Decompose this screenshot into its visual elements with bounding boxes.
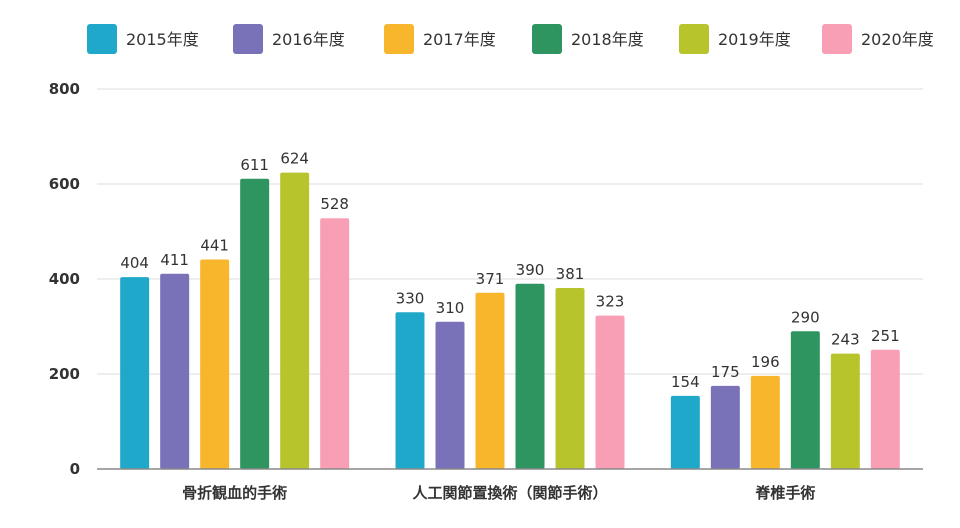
bar-2020年度-0 (320, 218, 350, 469)
value-label-2020年度-0: 528 (320, 195, 349, 213)
bar-2018年度-2 (790, 331, 820, 469)
legend-swatch-2019年度 (679, 24, 709, 54)
category-label-0: 骨折観血的手術 (182, 484, 287, 502)
category-label-2: 脊椎手術 (754, 484, 815, 502)
gridlines (97, 88, 923, 375)
legend-label-2017年度: 2017年度 (423, 30, 496, 49)
bars (120, 172, 900, 469)
value-label-2015年度-1: 330 (396, 289, 425, 307)
bar-2019年度-1 (555, 288, 585, 469)
category-label-1: 人工関節置換術（関節手術） (412, 484, 607, 502)
value-label-2020年度-1: 323 (596, 293, 625, 311)
bar-2015年度-2 (670, 395, 700, 469)
value-label-2018年度-0: 611 (240, 156, 269, 174)
value-label-2019年度-2: 243 (831, 331, 860, 349)
legend-label-2019年度: 2019年度 (718, 30, 791, 49)
bar-2017年度-0 (200, 259, 230, 469)
legend-label-2016年度: 2016年度 (272, 30, 345, 49)
value-label-2017年度-1: 371 (476, 270, 505, 288)
bar-2020年度-2 (870, 349, 900, 469)
y-tick-label-200: 200 (49, 365, 80, 383)
bar-2017年度-1 (475, 292, 505, 469)
bar-2020年度-1 (595, 315, 625, 469)
bar-2015年度-0 (120, 277, 150, 469)
value-label-2019年度-0: 624 (280, 150, 309, 168)
legend-swatch-2017年度 (384, 24, 414, 54)
value-labels: 404 411 441 611 624 528 330 310 371 390 381 323 154 1… (120, 150, 899, 391)
bar-2016年度-1 (435, 321, 465, 469)
value-label-2020年度-2: 251 (871, 327, 900, 345)
bar-2016年度-0 (160, 273, 190, 469)
bar-2017年度-2 (750, 375, 780, 469)
legend: 2015年度 2016年度 2017年度 2018年度 2019年度 2020年度 (87, 24, 934, 54)
y-axis-ticks: 0 200 400 600 800 (49, 80, 80, 478)
value-label-2018年度-1: 390 (516, 261, 545, 279)
y-tick-label-400: 400 (49, 270, 80, 288)
legend-label-2015年度: 2015年度 (126, 30, 199, 49)
legend-label-2020年度: 2020年度 (861, 30, 934, 49)
value-label-2017年度-2: 196 (751, 353, 780, 371)
value-label-2016年度-2: 175 (711, 363, 740, 381)
bar-2018年度-0 (240, 178, 270, 469)
value-label-2018年度-2: 290 (791, 308, 820, 326)
legend-swatch-2015年度 (87, 24, 117, 54)
value-label-2019年度-1: 381 (556, 265, 585, 283)
legend-swatch-2016年度 (233, 24, 263, 54)
value-label-2016年度-1: 310 (436, 299, 465, 317)
value-label-2016年度-0: 411 (160, 251, 189, 269)
bar-2019年度-2 (830, 353, 860, 469)
bar-2015年度-1 (395, 312, 425, 469)
bar-2019年度-0 (280, 172, 310, 469)
legend-label-2018年度: 2018年度 (571, 30, 644, 49)
value-label-2017年度-0: 441 (200, 237, 229, 255)
legend-swatch-2018年度 (532, 24, 562, 54)
bar-2018年度-1 (515, 283, 545, 469)
y-tick-label-600: 600 (49, 175, 80, 193)
value-label-2015年度-0: 404 (120, 254, 149, 272)
y-tick-label-800: 800 (49, 80, 80, 98)
y-tick-label-0: 0 (70, 460, 80, 478)
legend-swatch-2020年度 (822, 24, 852, 54)
category-labels: 骨折観血的手術 人工関節置換術（関節手術） 脊椎手術 (182, 484, 815, 502)
value-label-2015年度-2: 154 (671, 373, 700, 391)
bar-2016年度-2 (710, 385, 740, 469)
